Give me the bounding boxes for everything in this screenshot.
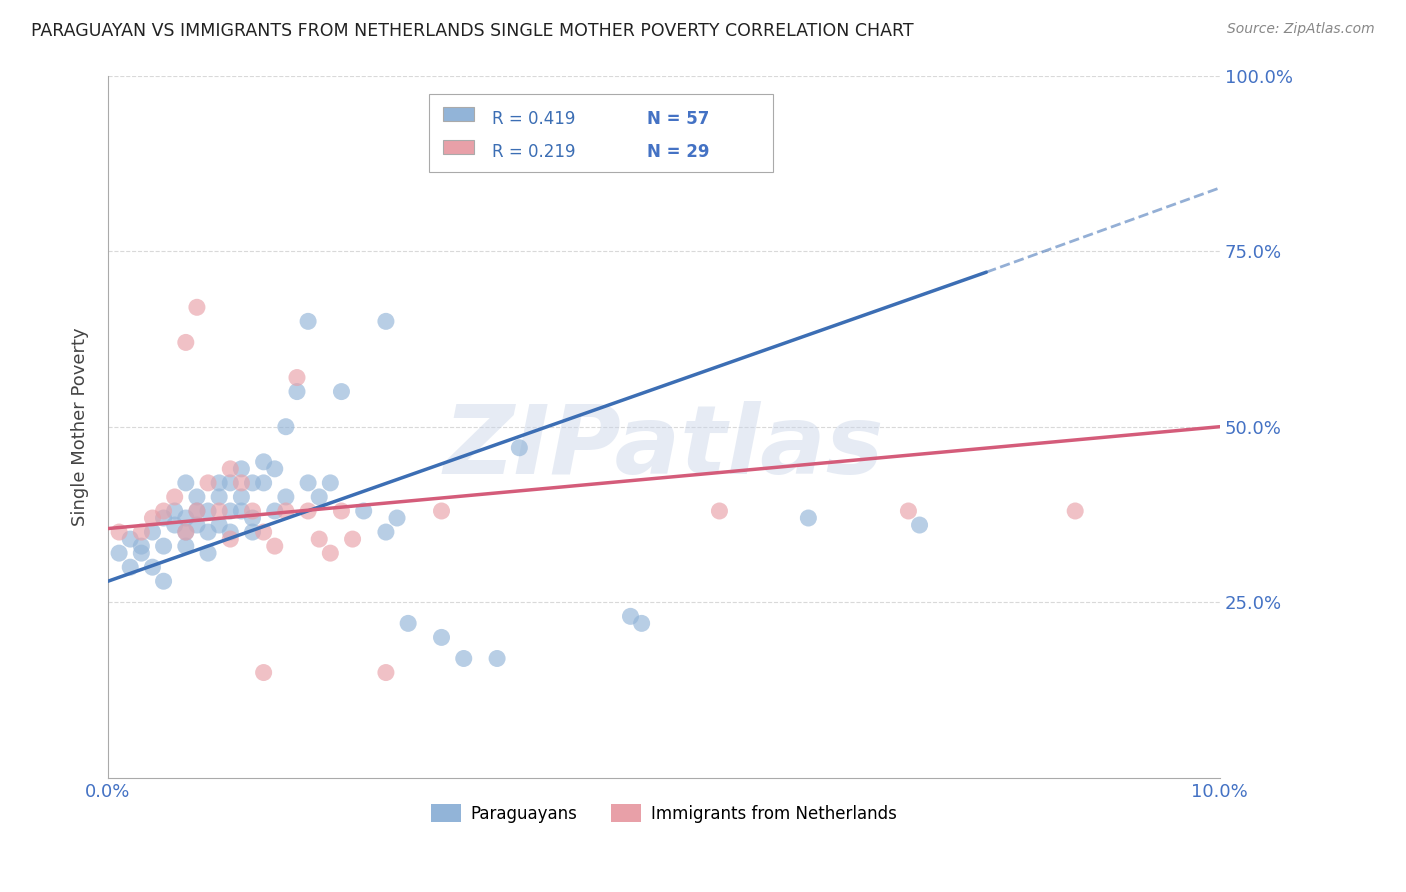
Point: [319, 546, 342, 560]
Point: [374, 314, 396, 328]
Point: [253, 475, 276, 490]
Point: [141, 511, 163, 525]
Point: [231, 504, 253, 518]
Point: [263, 539, 285, 553]
Point: [131, 546, 153, 560]
Point: [120, 560, 142, 574]
Text: N = 57: N = 57: [647, 110, 709, 128]
Point: [186, 504, 208, 518]
Point: [385, 511, 408, 525]
Point: [231, 490, 253, 504]
Point: [219, 462, 242, 476]
Point: [297, 475, 319, 490]
Point: [274, 504, 297, 518]
Point: [152, 574, 174, 589]
Point: [342, 532, 364, 546]
Y-axis label: Single Mother Poverty: Single Mother Poverty: [72, 327, 89, 526]
Point: [186, 490, 208, 504]
Text: PARAGUAYAN VS IMMIGRANTS FROM NETHERLANDS SINGLE MOTHER POVERTY CORRELATION CHAR: PARAGUAYAN VS IMMIGRANTS FROM NETHERLAND…: [31, 22, 914, 40]
Legend: Paraguayans, Immigrants from Netherlands: Paraguayans, Immigrants from Netherlands: [425, 797, 904, 830]
Point: [508, 441, 530, 455]
Point: [897, 504, 920, 518]
Point: [319, 475, 342, 490]
Point: [242, 504, 264, 518]
Point: [253, 665, 276, 680]
Point: [908, 518, 931, 533]
Point: [131, 524, 153, 539]
Point: [330, 504, 353, 518]
Point: [486, 651, 509, 665]
Point: [630, 616, 652, 631]
Point: [197, 475, 219, 490]
Point: [274, 490, 297, 504]
Point: [242, 524, 264, 539]
Point: [374, 524, 396, 539]
Point: [1064, 504, 1087, 518]
Point: [253, 455, 276, 469]
Point: [208, 475, 231, 490]
Point: [274, 419, 297, 434]
Point: [330, 384, 353, 399]
Point: [174, 524, 197, 539]
Point: [152, 504, 174, 518]
Point: [219, 524, 242, 539]
Point: [186, 504, 208, 518]
Point: [186, 518, 208, 533]
Point: [219, 475, 242, 490]
Point: [797, 511, 820, 525]
Point: [163, 518, 186, 533]
Point: [197, 546, 219, 560]
Point: [263, 504, 285, 518]
Point: [197, 524, 219, 539]
Point: [308, 490, 330, 504]
Point: [174, 511, 197, 525]
Point: [242, 511, 264, 525]
Point: [141, 560, 163, 574]
Point: [709, 504, 731, 518]
Point: [285, 384, 308, 399]
Point: [242, 475, 264, 490]
Text: R = 0.219: R = 0.219: [492, 143, 575, 161]
Point: [108, 546, 131, 560]
Text: N = 29: N = 29: [647, 143, 709, 161]
Point: [108, 524, 131, 539]
Point: [131, 539, 153, 553]
Point: [285, 370, 308, 384]
Text: R = 0.419: R = 0.419: [492, 110, 575, 128]
Point: [231, 462, 253, 476]
Point: [297, 504, 319, 518]
Point: [152, 539, 174, 553]
Point: [120, 532, 142, 546]
Text: Source: ZipAtlas.com: Source: ZipAtlas.com: [1227, 22, 1375, 37]
Point: [208, 490, 231, 504]
Point: [297, 314, 319, 328]
Point: [453, 651, 475, 665]
Point: [374, 665, 396, 680]
Point: [253, 524, 276, 539]
Point: [197, 504, 219, 518]
Point: [396, 616, 419, 631]
Point: [208, 504, 231, 518]
Point: [430, 504, 453, 518]
Point: [430, 631, 453, 645]
Point: [263, 462, 285, 476]
Point: [231, 475, 253, 490]
Point: [174, 335, 197, 350]
Point: [219, 532, 242, 546]
Point: [141, 524, 163, 539]
Point: [152, 511, 174, 525]
Point: [353, 504, 375, 518]
Point: [174, 539, 197, 553]
Point: [308, 532, 330, 546]
Point: [219, 504, 242, 518]
Point: [174, 524, 197, 539]
Text: ZIPatlas: ZIPatlas: [443, 401, 884, 494]
Point: [163, 504, 186, 518]
Point: [174, 475, 197, 490]
Point: [186, 301, 208, 315]
Point: [163, 490, 186, 504]
Point: [619, 609, 641, 624]
Point: [208, 518, 231, 533]
